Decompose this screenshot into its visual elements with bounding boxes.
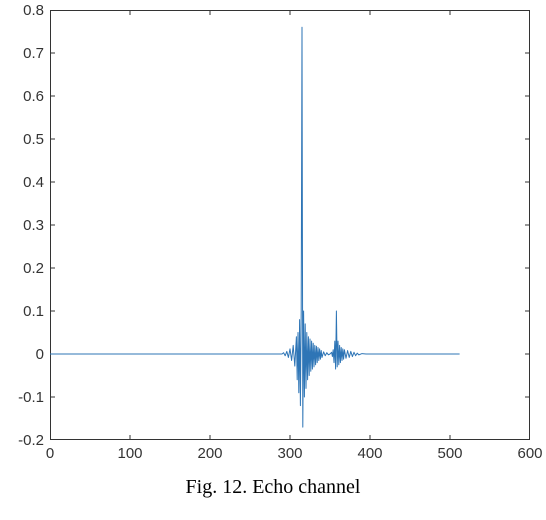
- y-tick-label: 0.8: [23, 3, 44, 18]
- x-tick-label: 100: [110, 446, 150, 461]
- x-tick-label: 500: [430, 446, 470, 461]
- x-tick-label: 300: [270, 446, 310, 461]
- figure-container: -0.2-0.100.10.20.30.40.50.60.70.8 010020…: [0, 0, 546, 520]
- y-tick-label: 0.7: [23, 46, 44, 61]
- chart-svg: [50, 10, 530, 440]
- y-tick-label: 0.3: [23, 218, 44, 233]
- y-tick-label: 0.6: [23, 89, 44, 104]
- y-tick-label: 0.4: [23, 175, 44, 190]
- y-tick-label: 0.2: [23, 261, 44, 276]
- x-tick-label: 0: [30, 446, 70, 461]
- y-tick-label: 0.5: [23, 132, 44, 147]
- x-tick-label: 600: [510, 446, 546, 461]
- x-tick-label: 200: [190, 446, 230, 461]
- y-tick-label: -0.1: [18, 390, 44, 405]
- y-tick-label: 0.1: [23, 304, 44, 319]
- x-tick-label: 400: [350, 446, 390, 461]
- plot-area: [50, 10, 530, 440]
- y-tick-label: 0: [36, 347, 44, 362]
- figure-caption: Fig. 12. Echo channel: [0, 476, 546, 499]
